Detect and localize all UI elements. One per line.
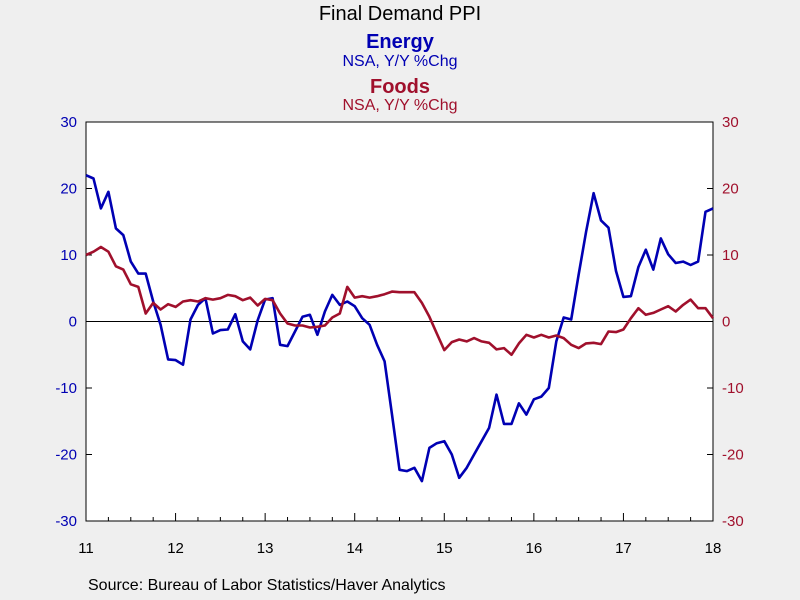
right-axis-tick-label: -10: [722, 380, 744, 397]
chart-title: Final Demand PPI: [318, 3, 482, 25]
x-axis-tick-label: 12: [167, 540, 184, 557]
left-axis-tick-label: -10: [55, 380, 77, 397]
x-axis-tick-label: 15: [436, 540, 453, 557]
x-axis-tick-label: 18: [705, 540, 722, 557]
energy-series-subtitle: NSA, Y/Y %Chg: [342, 53, 458, 70]
foods-series-subtitle: NSA, Y/Y %Chg: [342, 97, 458, 114]
x-axis-tick-label: 14: [346, 540, 363, 557]
x-axis-tick-label: 17: [615, 540, 632, 557]
left-axis-tick-label: -30: [55, 513, 77, 530]
left-axis-tick-label: 0: [69, 314, 77, 331]
x-axis-tick-label: 13: [257, 540, 274, 557]
foods-series-name: Foods: [370, 76, 430, 98]
x-axis-tick-label: 16: [526, 540, 543, 557]
right-axis-tick-label: 0: [722, 314, 730, 331]
left-axis-tick-label: 20: [60, 181, 77, 198]
left-axis-tick-label: 30: [60, 114, 77, 131]
left-axis-tick-label: -20: [55, 447, 77, 464]
left-axis-tick-label: 10: [60, 247, 77, 264]
x-axis-tick-label: 11: [78, 540, 94, 557]
right-axis-tick-label: -30: [722, 513, 744, 530]
source-note: Source: Bureau of Labor Statistics/Haver…: [88, 577, 446, 594]
energy-series-line: [85, 174, 714, 483]
right-axis-tick-label: -20: [722, 447, 744, 464]
right-axis-tick-label: 30: [722, 114, 739, 131]
foods-series-line: [85, 245, 715, 357]
right-axis-tick-label: 10: [722, 247, 739, 264]
energy-series-name: Energy: [366, 31, 434, 53]
right-axis-tick-label: 20: [722, 181, 739, 198]
